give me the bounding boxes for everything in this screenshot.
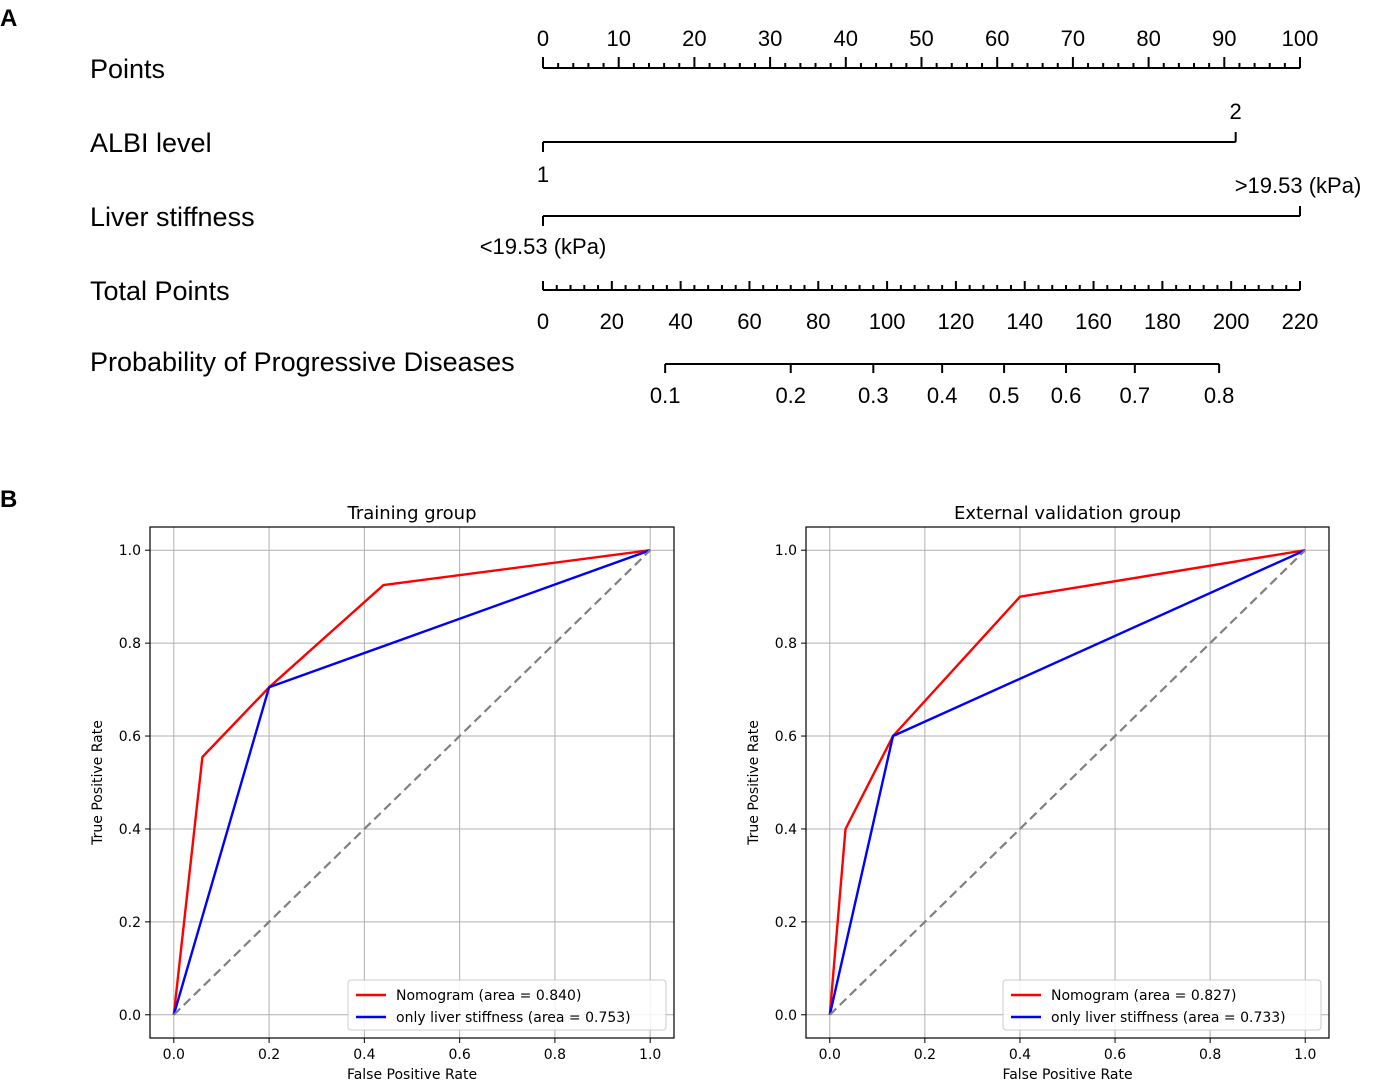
x-axis-label: False Positive Rate	[347, 1067, 477, 1083]
stiffness-tick-label: <19.53 (kPa)	[480, 234, 607, 259]
y-tick-label: 0.6	[775, 729, 797, 745]
points-tick-label: 100	[1282, 26, 1319, 51]
points-tick-label: 60	[985, 26, 1009, 51]
points-tick-label: 40	[834, 26, 858, 51]
x-tick-label: 0.2	[258, 1047, 280, 1063]
chart-title: Training group	[346, 503, 476, 524]
points-label: Points	[90, 54, 165, 84]
panel-a-letter: A	[0, 5, 17, 32]
y-tick-label: 0.2	[775, 915, 797, 931]
panel-b-letter: B	[0, 486, 17, 513]
albi-tick-label: 1	[537, 162, 549, 187]
x-tick-label: 0.0	[819, 1047, 841, 1063]
x-tick-label: 1.0	[639, 1047, 661, 1063]
legend-label: Nomogram (area = 0.840)	[396, 988, 581, 1004]
stiffness-tick-label: >19.53 (kPa)	[1235, 173, 1362, 198]
plot-frame	[149, 526, 675, 1039]
y-tick-label: 1.0	[775, 543, 797, 559]
y-tick-label: 0.6	[119, 729, 141, 745]
y-tick-label: 0.0	[119, 1008, 141, 1024]
prob-tick-label: 0.4	[927, 383, 958, 408]
total-tick-label: 20	[600, 309, 624, 334]
legend-label: only liver stiffness (area = 0.753)	[396, 1010, 631, 1026]
total-tick-label: 140	[1006, 309, 1043, 334]
total-tick-label: 200	[1213, 309, 1250, 334]
points-tick-label: 10	[606, 26, 630, 51]
y-tick-label: 0.8	[119, 636, 141, 652]
total-label: Total Points	[90, 276, 230, 306]
total-tick-label: 100	[869, 309, 906, 334]
points-tick-label: 20	[682, 26, 706, 51]
prob-tick-label: 0.8	[1204, 383, 1235, 408]
chance-diagonal-line	[173, 549, 651, 1016]
x-axis-label: False Positive Rate	[1002, 1067, 1132, 1083]
legend-box	[347, 979, 667, 1031]
prob-tick-label: 0.7	[1120, 383, 1151, 408]
stiffness-label: Liver stiffness	[90, 202, 255, 232]
roc-curve-series	[172, 549, 651, 1016]
chart-title: External validation group	[954, 503, 1181, 524]
total-tick-label: 80	[806, 309, 830, 334]
y-tick-label: 0.4	[119, 822, 141, 838]
points-tick-label: 70	[1061, 26, 1085, 51]
prob-tick-label: 0.2	[775, 383, 806, 408]
x-tick-label: 0.2	[914, 1047, 936, 1063]
plot-frame	[805, 526, 1330, 1039]
x-tick-label: 0.4	[1009, 1047, 1031, 1063]
x-tick-label: 0.8	[544, 1047, 566, 1063]
x-tick-label: 1.0	[1294, 1047, 1316, 1063]
x-tick-label: 0.6	[449, 1047, 471, 1063]
x-tick-label: 0.8	[1199, 1047, 1221, 1063]
y-tick-label: 1.0	[119, 543, 141, 559]
points-tick-label: 30	[758, 26, 782, 51]
total-tick-label: 0	[537, 309, 549, 334]
x-tick-label: 0.6	[1104, 1047, 1126, 1063]
total-tick-label: 40	[668, 309, 692, 334]
nomogram-row-albi: ALBI level 1 2	[90, 99, 1242, 187]
nomogram-row-stiffness: Liver stiffness <19.53 (kPa) >19.53 (kPa)	[90, 173, 1361, 259]
chance-diagonal-line	[829, 549, 1306, 1016]
y-tick-label: 0.2	[119, 915, 141, 931]
points-tick-label: 0	[537, 26, 549, 51]
points-tick-label: 80	[1136, 26, 1160, 51]
total-tick-label: 60	[737, 309, 761, 334]
nomogram-row-total: Total Points 0 20 40 60 80 100 120 140 160 180 200 2…	[90, 276, 1318, 334]
y-tick-label: 0.0	[775, 1008, 797, 1024]
legend-label: only liver stiffness (area = 0.733)	[1051, 1010, 1286, 1026]
x-tick-label: 0.4	[353, 1047, 375, 1063]
prob-tick-label: 0.1	[650, 383, 681, 408]
prob-label: Probability of Progressive Diseases	[90, 347, 515, 377]
nomogram-row-points: Points 0 10 20 30 40 50 60 70 80 90 100	[90, 26, 1318, 84]
total-tick-label: 180	[1144, 309, 1181, 334]
prob-tick-label: 0.3	[858, 383, 889, 408]
points-tick-label: 50	[909, 26, 933, 51]
total-tick-label: 120	[938, 309, 975, 334]
y-axis-label: True Positive Rate	[90, 720, 106, 846]
albi-tick-label: 2	[1230, 99, 1242, 124]
albi-label: ALBI level	[90, 128, 212, 158]
roc-validation-chart: External validation group 0.0 0.0 0.2 0.2 0.4…	[746, 503, 1330, 1083]
roc-training-chart: Training group 0.0 0.0 0.2 0.2 0.4 0.4 0.6 0.6 0.…	[90, 503, 675, 1083]
x-tick-label: 0.0	[163, 1047, 185, 1063]
y-tick-label: 0.4	[775, 822, 797, 838]
points-tick-label: 90	[1212, 26, 1236, 51]
y-axis-label: True Positive Rate	[746, 720, 762, 846]
total-tick-label: 220	[1282, 309, 1319, 334]
y-tick-label: 0.8	[775, 636, 797, 652]
prob-tick-label: 0.6	[1051, 383, 1082, 408]
nomogram-row-prob: Probability of Progressive Diseases 0.1 0.…	[90, 347, 1234, 408]
prob-tick-label: 0.5	[989, 383, 1020, 408]
roc-curve-series	[828, 549, 1306, 1016]
legend-label: Nomogram (area = 0.827)	[1051, 988, 1236, 1004]
legend-box	[1002, 979, 1322, 1031]
total-tick-label: 160	[1075, 309, 1112, 334]
